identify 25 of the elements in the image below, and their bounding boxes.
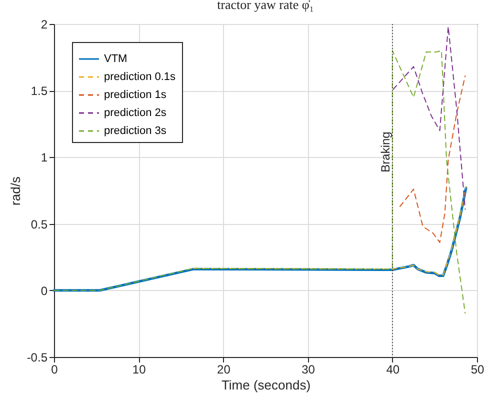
legend-label: prediction 3s xyxy=(104,125,167,137)
x-tick-label: 40 xyxy=(386,362,400,376)
ref-line-label: Braking xyxy=(378,132,392,172)
legend-label: prediction 1s xyxy=(104,89,167,101)
y-tick-label: -0.5 xyxy=(26,350,48,364)
x-tick-label: 30 xyxy=(302,362,316,376)
x-tick-label: 50 xyxy=(470,362,484,376)
line-series xyxy=(400,75,466,243)
line-series xyxy=(392,26,466,210)
y-tick-label: 1.5 xyxy=(30,84,48,98)
y-tick-label: 0 xyxy=(40,284,48,298)
y-axis-title: rad/s xyxy=(8,176,23,206)
x-tick-label: 20 xyxy=(217,362,231,376)
y-tick-label: 1 xyxy=(40,150,48,165)
legend-label: VTM xyxy=(104,53,128,65)
y-tick-label: 2 xyxy=(40,18,48,32)
y-tick-label: 0.5 xyxy=(30,217,48,232)
x-axis-title: Time (seconds) xyxy=(221,378,311,392)
legend-label: prediction 0.1s xyxy=(104,71,176,83)
line-series xyxy=(193,186,466,276)
x-tick-label: 10 xyxy=(132,362,146,376)
line-series xyxy=(54,50,466,314)
legend-label: prediction 2s xyxy=(104,107,167,119)
x-tick-label: 0 xyxy=(51,362,58,376)
chart-title: tractor yaw rate φ̇₁ xyxy=(217,0,314,12)
